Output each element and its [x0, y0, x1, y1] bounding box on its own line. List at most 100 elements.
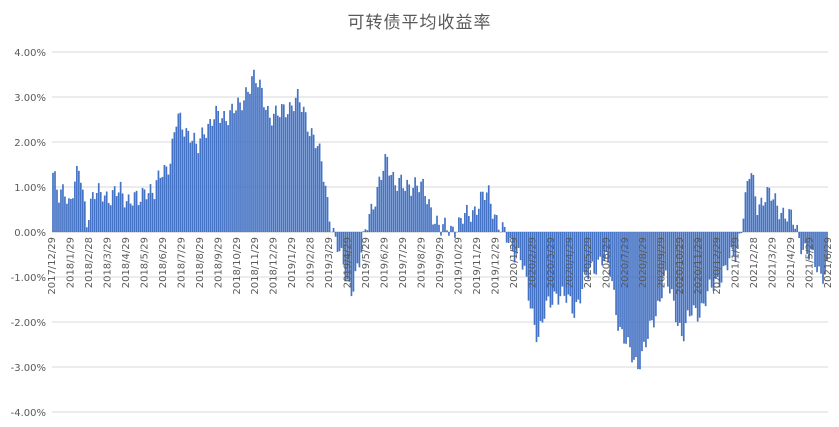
bar [533, 232, 536, 325]
bar [183, 136, 186, 232]
bar [434, 223, 436, 232]
bar [684, 232, 687, 324]
bar [770, 200, 773, 232]
bar [358, 232, 361, 268]
bar [718, 232, 721, 288]
bar [633, 232, 635, 360]
bar [786, 221, 789, 232]
bar [145, 199, 148, 232]
bar [308, 136, 311, 232]
bar [159, 177, 162, 232]
bar [756, 215, 759, 232]
bar [714, 232, 717, 279]
bar [56, 189, 58, 232]
bar [284, 117, 287, 232]
bar [282, 104, 285, 232]
bar [384, 154, 387, 232]
y-tick-label: -1.00% [11, 273, 46, 284]
bar [537, 232, 540, 337]
bar [682, 232, 685, 342]
bar [386, 156, 389, 232]
bar [354, 232, 357, 272]
bar [551, 232, 554, 305]
bar [219, 122, 221, 232]
bar [740, 232, 743, 234]
bar [259, 79, 261, 233]
bar [511, 232, 514, 252]
x-tick-label: 2021/5/29 [805, 237, 816, 288]
y-tick-label: -4.00% [11, 408, 46, 419]
bar [72, 198, 74, 232]
bar [672, 232, 675, 301]
x-tick-label: 2020/12/29 [712, 237, 723, 295]
bar [752, 174, 755, 232]
bar [670, 232, 673, 290]
bar [473, 206, 476, 232]
bar [235, 110, 237, 232]
bar [589, 232, 592, 267]
bar [424, 195, 426, 232]
x-tick-label: 2020/9/29 [657, 237, 668, 288]
bar [784, 218, 787, 232]
bar [189, 142, 192, 232]
bar [177, 113, 180, 232]
bar [129, 203, 132, 232]
bar [66, 203, 68, 232]
x-tick-label: 2021/2/28 [749, 237, 760, 288]
bar [440, 232, 442, 236]
bar [768, 187, 771, 232]
bar [655, 232, 657, 317]
bar [824, 232, 826, 275]
bar [668, 232, 671, 294]
bar [802, 232, 804, 250]
bar [306, 131, 309, 232]
bar [141, 187, 144, 232]
bar [207, 123, 210, 232]
bar [422, 178, 424, 232]
bar [402, 188, 405, 232]
bar [712, 232, 715, 292]
bar [430, 207, 432, 232]
x-tick-label: 2019/1/29 [287, 237, 298, 288]
y-tick-label: 4.00% [14, 48, 46, 59]
bar [83, 201, 86, 232]
bar [525, 232, 528, 277]
bar [199, 138, 202, 232]
bar [545, 232, 548, 301]
bar [764, 202, 767, 232]
bar [627, 232, 629, 338]
bar [730, 232, 733, 248]
bar [304, 112, 307, 232]
bar [625, 232, 627, 344]
bar [565, 232, 568, 303]
bar [233, 113, 235, 232]
bar [111, 190, 114, 232]
bar [742, 218, 745, 232]
x-tick-label: 2018/8/29 [195, 237, 206, 288]
bar [276, 115, 279, 232]
bar [68, 198, 70, 232]
bar [398, 177, 401, 232]
bar [722, 232, 725, 267]
bar [720, 232, 723, 283]
bar [794, 228, 797, 232]
bar [539, 232, 542, 321]
bar [567, 232, 570, 295]
bar [426, 204, 428, 232]
bar [290, 105, 293, 232]
bar [487, 185, 490, 232]
bar [436, 215, 438, 232]
bar [762, 205, 765, 232]
bar [464, 213, 466, 232]
bar [706, 232, 709, 292]
bar [710, 232, 713, 288]
bar [688, 232, 691, 317]
bar [555, 232, 558, 294]
bar [489, 203, 492, 232]
bar [485, 192, 488, 232]
bar [271, 125, 273, 232]
bar [209, 119, 212, 232]
bar [611, 232, 613, 282]
bar [89, 198, 92, 232]
bar [328, 221, 331, 232]
